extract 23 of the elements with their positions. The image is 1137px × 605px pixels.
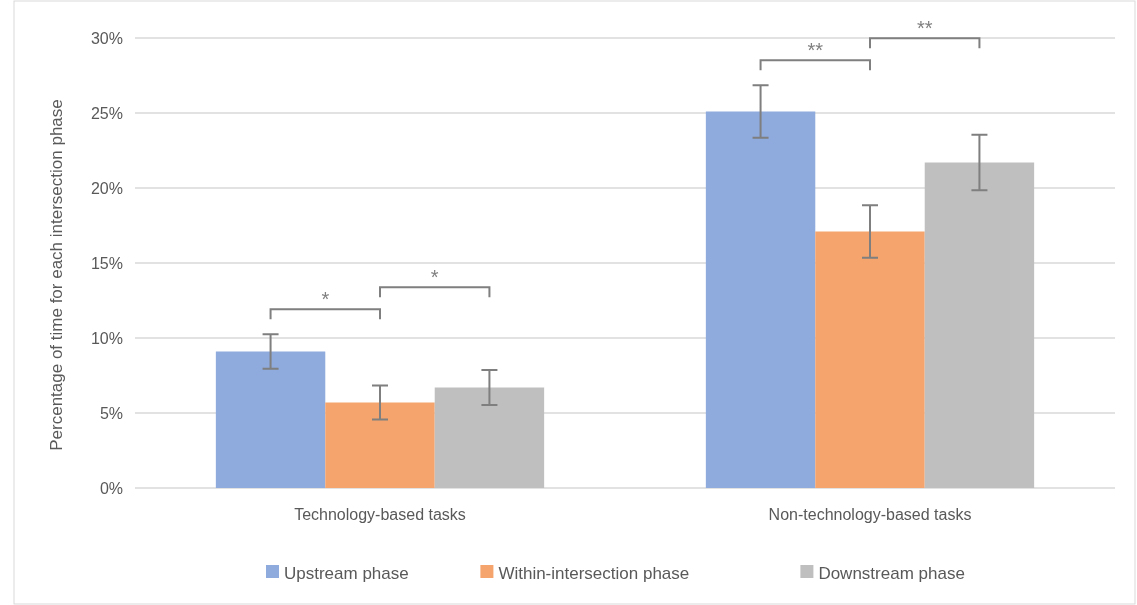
bar — [705, 111, 816, 488]
annotation: * — [430, 266, 439, 289]
legend-label: Upstream phase — [284, 563, 409, 583]
y-tick-label: 15% — [90, 254, 123, 272]
annotation: ** — [807, 39, 824, 62]
y-tick-label: 30% — [90, 29, 123, 47]
y-tick-label: 25% — [90, 104, 123, 122]
y-tick-label: 0% — [99, 479, 123, 497]
annotation: ** — [916, 17, 933, 40]
x-tick-label: Non-technology-based tasks — [768, 506, 972, 523]
y-tick-label: 20% — [90, 179, 123, 197]
bar — [434, 387, 545, 488]
y-tick-label: 5% — [99, 404, 123, 422]
y-tick-label: 10% — [90, 329, 123, 347]
legend-label: Downstream phase — [818, 563, 965, 583]
bar — [215, 351, 326, 488]
bar — [815, 231, 925, 488]
x-tick-label: Technology-based tasks — [294, 506, 466, 523]
y-axis-title: Percentage of time for each intersection phase — [47, 99, 66, 451]
bar — [325, 402, 435, 488]
bar — [924, 162, 1035, 488]
annotation: * — [321, 288, 330, 311]
legend-label: Within-intersection phase — [498, 563, 690, 583]
